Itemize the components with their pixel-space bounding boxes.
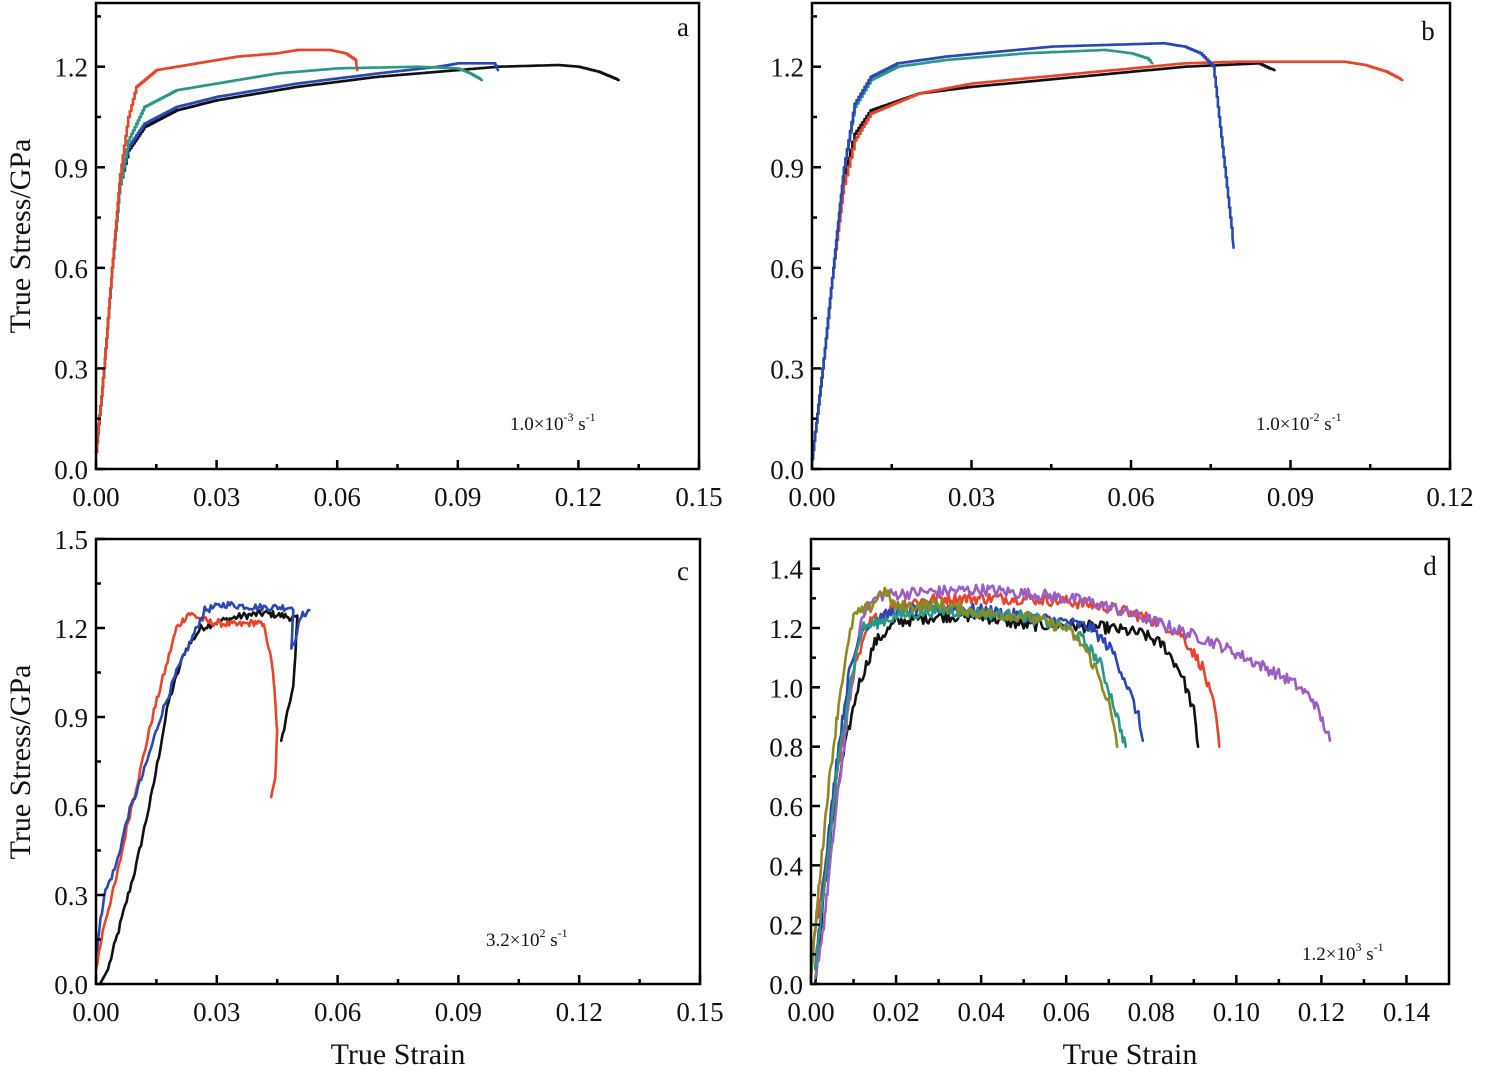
panel-c-frame xyxy=(94,537,702,986)
panel-c-series-red xyxy=(94,611,279,971)
panel-a-ytick-label: 0.0 xyxy=(54,455,88,485)
panel-a-xtick-label: 0.12 xyxy=(555,482,602,512)
panel-b-xtick-label: 0.09 xyxy=(1267,482,1314,512)
panel-a-xtick-label: 0.15 xyxy=(675,482,722,512)
panel-c-letter: c xyxy=(677,556,689,586)
panel-b-xtick-label: 0.12 xyxy=(1426,482,1473,512)
panel-d-xtick-label: 0.10 xyxy=(1213,997,1260,1027)
panel-a-xtick-label: 0.09 xyxy=(434,482,481,512)
panel-c-xtick-label: 0.15 xyxy=(676,997,723,1027)
panel-d-ytick-label: 1.0 xyxy=(769,673,803,703)
panel-b: 0.00 0.03 0.06 0.09 0.12 0.0 0.3 0.6 0.9 1.2 b 1.0×… xyxy=(770,1,1474,512)
panel-b-ytick-label: 1.2 xyxy=(770,53,804,83)
panel-a-xtick-label: 0.06 xyxy=(314,482,361,512)
panel-d-ytick-label: 0.8 xyxy=(769,733,803,763)
panel-d-xtick-label: 0.00 xyxy=(787,997,834,1027)
panel-b-ytick-label: 0.3 xyxy=(770,354,804,384)
panel-a-series-black xyxy=(94,63,620,454)
panel-c-xtick-label: 0.06 xyxy=(314,997,361,1027)
panel-b-strain-rate: 1.0×10-2 s-1 xyxy=(1256,410,1342,435)
panel-a-xtick-label: 0.03 xyxy=(193,482,240,512)
panel-b-ytick-label: 0.9 xyxy=(770,153,804,183)
panel-c-strain-rate: 3.2×102 s-1 xyxy=(486,926,568,951)
panel-b-xtick-label: 0.06 xyxy=(1107,482,1154,512)
panel-d-xtick-label: 0.12 xyxy=(1298,997,1345,1027)
panel-d-series-olive xyxy=(809,586,1119,980)
panel-a-series-teal xyxy=(94,65,484,454)
panel-d-xtick-label: 0.08 xyxy=(1128,997,1175,1027)
panel-c-ytick-label: 0.0 xyxy=(54,970,88,1000)
panel-d-ytick-label: 1.4 xyxy=(769,555,803,585)
panel-d-ytick-label: 0.6 xyxy=(769,792,803,822)
panel-a-xtick-label: 0.00 xyxy=(72,482,119,512)
panel-c-xtick-label: 0.00 xyxy=(72,997,119,1027)
panel-d-strain-rate: 1.2×103 s-1 xyxy=(1302,940,1384,965)
panel-c-xtick-label: 0.03 xyxy=(193,997,240,1027)
panel-d-series-black xyxy=(814,609,1200,986)
panel-a-ytick-label: 0.3 xyxy=(54,354,88,384)
panel-a-series-blue xyxy=(94,62,500,454)
panel-c-xtick-label: 0.09 xyxy=(435,997,482,1027)
panel-c-ytick-label: 1.2 xyxy=(54,614,88,644)
panel-d-frame xyxy=(809,537,1451,986)
panel-a-ytick-label: 0.6 xyxy=(54,254,88,284)
panel-d-ytick-label: 1.2 xyxy=(769,614,803,644)
panel-d-xtick-label: 0.14 xyxy=(1383,997,1431,1027)
panel-a-strain-rate: 1.0×10-3 s-1 xyxy=(510,410,596,435)
panel-d-ytick-label: 0.4 xyxy=(769,851,803,881)
y-axis-title-top: True Stress/GPa xyxy=(4,139,37,334)
panel-a: 0.00 0.03 0.06 0.09 0.12 0.15 0.0 0.3 0.6 0.9 1.2 a… xyxy=(54,1,723,512)
panel-b-xtick-label: 0.00 xyxy=(788,482,835,512)
panel-d-xtick-label: 0.02 xyxy=(872,997,919,1027)
panel-d-letter: d xyxy=(1423,551,1437,581)
panel-d-x-axis-title: True Strain xyxy=(1063,1038,1198,1071)
panel-d-ytick-label: 0.0 xyxy=(769,970,803,1000)
panel-c-xtick-label: 0.12 xyxy=(556,997,603,1027)
panel-b-letter: b xyxy=(1421,16,1435,46)
panel-b-series-teal xyxy=(810,48,1154,461)
panel-b-series-blue xyxy=(810,41,1235,461)
panel-c-ytick-label: 1.5 xyxy=(54,525,88,555)
panel-c-series-black xyxy=(98,609,299,986)
panel-c-x-axis-title: True Strain xyxy=(331,1038,466,1071)
panel-d: 0.00 0.02 0.04 0.06 0.08 0.10 0.12 0.14 0.0 0.2 0.… xyxy=(769,537,1451,1071)
panel-c-ytick-label: 0.6 xyxy=(54,792,88,822)
panel-c-series-blue xyxy=(94,600,311,956)
panel-d-xtick-label: 0.06 xyxy=(1043,997,1090,1027)
panel-c: 0.00 0.03 0.06 0.09 0.12 0.15 0.0 0.3 0.6 0.9 1.2 1… xyxy=(54,525,723,1071)
panel-b-series-black xyxy=(810,62,1276,461)
panel-d-xtick-label: 0.04 xyxy=(958,997,1006,1027)
panel-b-series-red xyxy=(810,60,1404,461)
panel-a-letter: a xyxy=(677,12,689,42)
panel-a-series-red xyxy=(94,48,359,454)
panel-a-ytick-label: 0.9 xyxy=(54,153,88,183)
y-axis-title-bottom: True Stress/GPa xyxy=(4,665,37,860)
panel-b-xtick-label: 0.03 xyxy=(948,482,995,512)
panel-a-frame xyxy=(94,1,701,471)
panel-b-ytick-label: 0.0 xyxy=(770,455,804,485)
panel-b-ytick-label: 0.6 xyxy=(770,254,804,284)
panel-d-ytick-label: 0.2 xyxy=(769,911,803,941)
panel-d-series-purple xyxy=(814,583,1332,980)
panel-d-series-teal xyxy=(814,603,1127,971)
panel-c-ytick-label: 0.9 xyxy=(54,703,88,733)
panel-a-ytick-label: 1.2 xyxy=(54,53,88,83)
panel-c-ytick-label: 0.3 xyxy=(54,881,88,911)
